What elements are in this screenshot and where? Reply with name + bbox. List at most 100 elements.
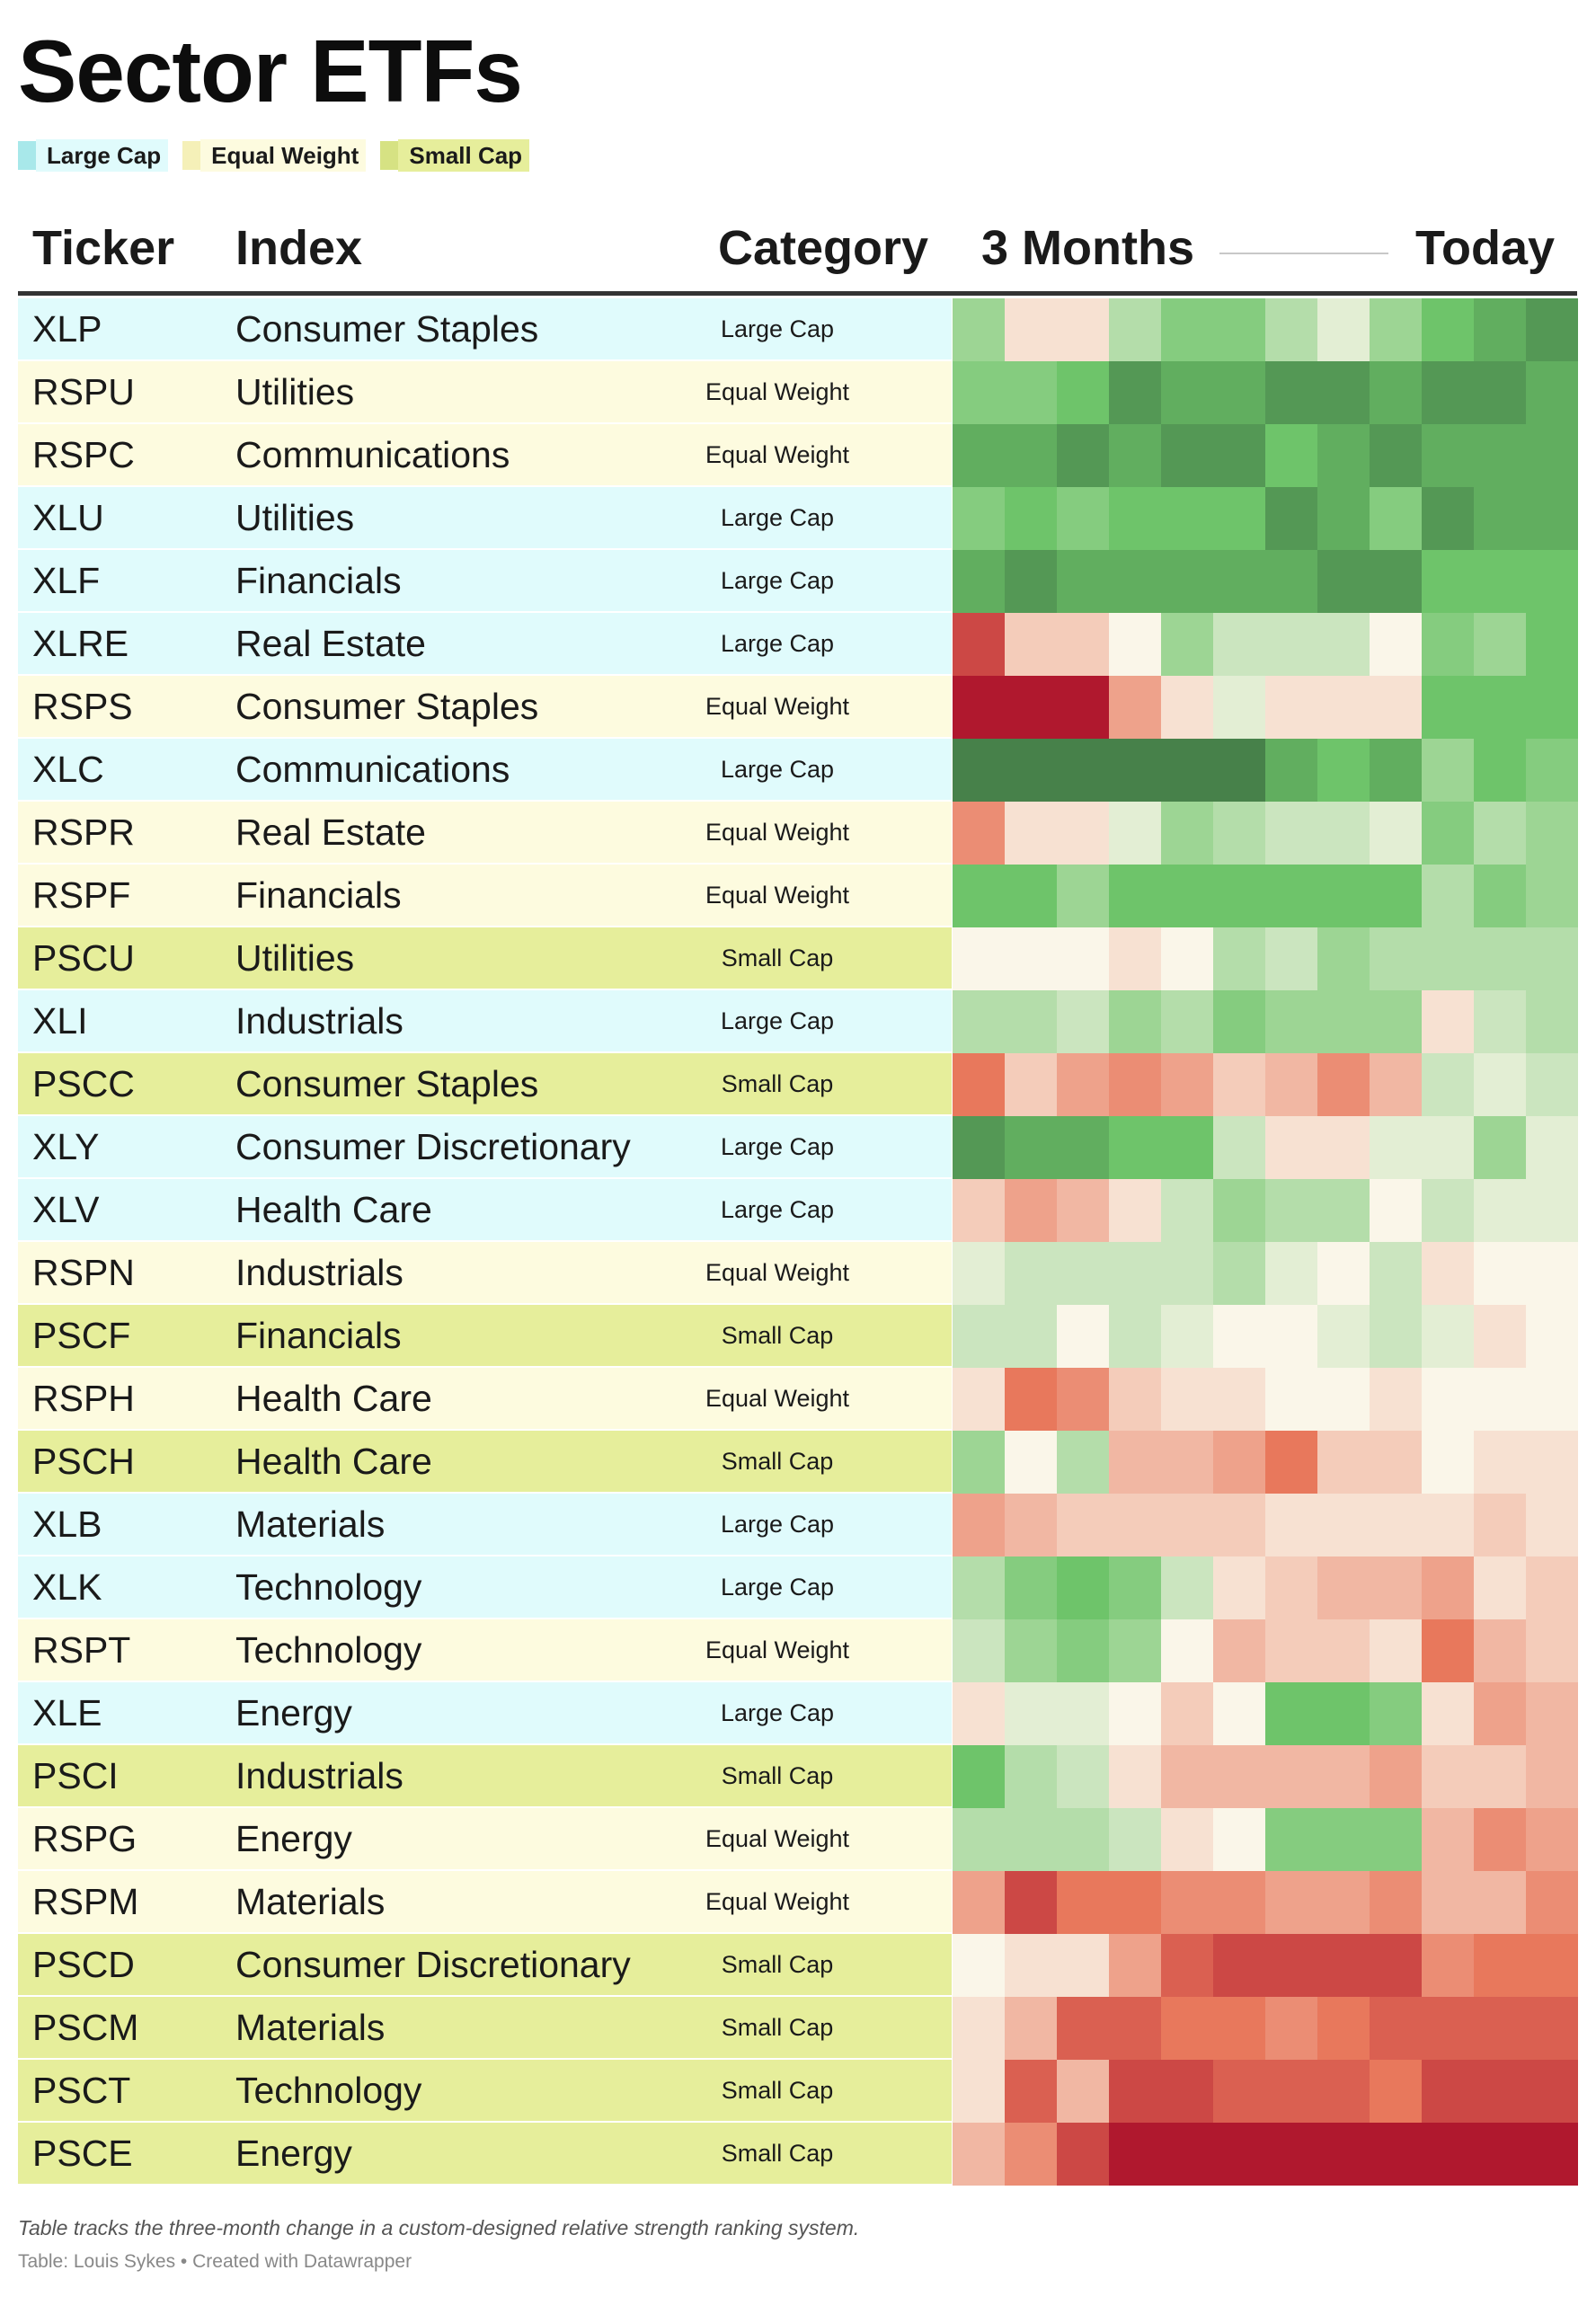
heatmap-cell — [1057, 1997, 1109, 2060]
page-title: Sector ETFs — [18, 22, 523, 120]
table-row: RSPS Consumer Staples Equal Weight — [18, 676, 1578, 739]
heatmap-cell — [1370, 1431, 1422, 1494]
cell-category: Small Cap — [721, 1448, 834, 1475]
header-index[interactable]: Index — [235, 221, 363, 275]
heatmap-cell — [953, 990, 1005, 1053]
heatmap-cell — [1474, 1871, 1526, 1934]
heatmap-cell — [1474, 424, 1526, 487]
heatmap-cell — [1474, 1808, 1526, 1871]
heatmap-cell — [1474, 1745, 1526, 1808]
heatmap-cell — [953, 1808, 1005, 1871]
table-row: PSCH Health Care Small Cap — [18, 1431, 1578, 1494]
heatmap-cell — [1422, 1368, 1474, 1431]
legend-swatch-large-cap — [18, 141, 36, 170]
heatmap-cell — [1161, 1808, 1213, 1871]
heatmap-cell — [1213, 1682, 1265, 1745]
heatmap-cell — [1005, 1494, 1057, 1556]
heatmap-cell — [1317, 613, 1370, 676]
heatmap-cell — [1370, 1053, 1422, 1116]
heatmap-cell — [953, 2060, 1005, 2123]
heatmap-cell — [1057, 1305, 1109, 1368]
heatmap-cell — [1370, 1745, 1422, 1808]
heatmap-cell — [1474, 487, 1526, 550]
heatmap-cell — [1109, 424, 1161, 487]
heatmap-cell — [953, 739, 1005, 802]
heatmap-cell — [1370, 550, 1422, 613]
heatmap-cell — [1109, 487, 1161, 550]
cell-category: Equal Weight — [705, 819, 850, 846]
heatmap-cell — [1370, 1997, 1422, 2060]
heatmap-cell — [1422, 739, 1474, 802]
heatmap-cell — [1474, 1305, 1526, 1368]
heatmap-cell — [1161, 1431, 1213, 1494]
heatmap-cell — [1213, 1871, 1265, 1934]
header-category[interactable]: Category — [718, 221, 929, 275]
cell-category: Large Cap — [720, 567, 835, 594]
heatmap-strip — [953, 1934, 1578, 1997]
heatmap-cell — [1370, 1934, 1422, 1997]
heatmap-cell — [1109, 676, 1161, 739]
heatmap-cell — [1526, 927, 1578, 990]
heatmap-cell — [1317, 1934, 1370, 1997]
heatmap-cell — [1109, 1179, 1161, 1242]
cell-category: Large Cap — [720, 756, 835, 783]
heatmap-cell — [1370, 1556, 1422, 1619]
heatmap-strip — [953, 2060, 1578, 2123]
heatmap-cell — [1213, 927, 1265, 990]
heatmap-cell — [1422, 1242, 1474, 1305]
heatmap-cell — [953, 1934, 1005, 1997]
heatmap-cell — [1526, 2060, 1578, 2123]
heatmap-cell — [1213, 1053, 1265, 1116]
cell-category: Equal Weight — [705, 693, 850, 720]
heatmap-cell — [1317, 1368, 1370, 1431]
heatmap-cell — [1317, 1619, 1370, 1682]
heatmap-cell — [1370, 927, 1422, 990]
table-row: XLP Consumer Staples Large Cap — [18, 298, 1578, 361]
header-ticker[interactable]: Ticker — [32, 221, 175, 275]
row-background — [18, 1431, 952, 1492]
table-row: PSCT Technology Small Cap — [18, 2060, 1578, 2123]
heatmap-cell — [1474, 802, 1526, 865]
cell-ticker: XLF — [32, 560, 101, 601]
heatmap-cell — [1213, 1556, 1265, 1619]
cell-ticker: XLB — [32, 1503, 102, 1545]
row-background — [18, 1305, 952, 1366]
cell-index: Communications — [235, 749, 510, 790]
heatmap-cell — [1005, 927, 1057, 990]
cell-index: Technology — [235, 1566, 422, 1608]
heatmap-cell — [1057, 2123, 1109, 2186]
heatmap-cell — [1161, 613, 1213, 676]
heatmap-cell — [1317, 1116, 1370, 1179]
cell-ticker: PSCU — [32, 937, 135, 979]
row-background — [18, 487, 952, 548]
heatmap-cell — [953, 1682, 1005, 1745]
heatmap-cell — [1161, 990, 1213, 1053]
heatmap-cell — [1422, 1934, 1474, 1997]
heatmap-strip — [953, 927, 1578, 990]
heatmap-cell — [1265, 802, 1317, 865]
heatmap-strip — [953, 613, 1578, 676]
heatmap-cell — [1526, 1619, 1578, 1682]
cell-ticker: XLK — [32, 1566, 102, 1608]
heatmap-cell — [1109, 550, 1161, 613]
heatmap-cell — [1317, 990, 1370, 1053]
heatmap-cell — [1526, 1242, 1578, 1305]
cell-index: Health Care — [235, 1441, 432, 1482]
heatmap-cell — [1370, 424, 1422, 487]
heatmap-cell — [1474, 676, 1526, 739]
heatmap-strip — [953, 1305, 1578, 1368]
heatmap-cell — [1005, 2123, 1057, 2186]
heatmap-cell — [1057, 802, 1109, 865]
heatmap-cell — [1057, 1179, 1109, 1242]
heatmap-cell — [1370, 487, 1422, 550]
table-row: PSCI Industrials Small Cap — [18, 1745, 1578, 1808]
legend-label-equal-weight: Equal Weight — [200, 139, 367, 172]
heatmap-cell — [1109, 1368, 1161, 1431]
heatmap-cell — [1526, 990, 1578, 1053]
heatmap-cell — [953, 361, 1005, 424]
heatmap-strip — [953, 2123, 1578, 2186]
table-row: RSPG Energy Equal Weight — [18, 1808, 1578, 1871]
heatmap-cell — [1526, 1305, 1578, 1368]
heatmap-cell — [1161, 739, 1213, 802]
heatmap-cell — [1526, 424, 1578, 487]
